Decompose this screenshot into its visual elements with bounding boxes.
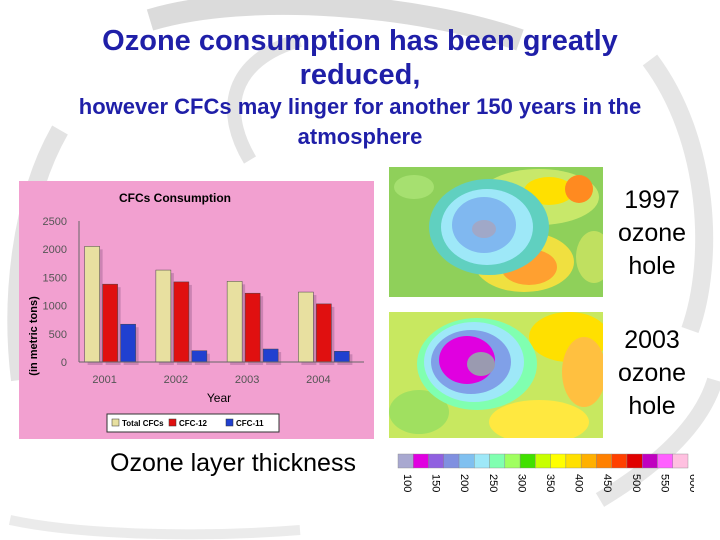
slide-title: Ozone consumption has been greatly reduc…	[102, 25, 618, 91]
legend-swatch	[111, 418, 120, 427]
scale-tick-label: 300	[515, 474, 527, 492]
legend-entry: CFC-12	[179, 419, 208, 428]
bar-cfc-12-2001	[102, 283, 118, 363]
scale-color-cell	[550, 453, 567, 469]
legend-entry: CFC-11	[236, 419, 264, 428]
scale-color-cell	[626, 453, 643, 469]
scale-tick-label: 500	[630, 474, 642, 492]
y-axis-label: (in metric tons)	[28, 296, 40, 376]
scale-color-cell	[458, 453, 475, 469]
chart-plot: 0 500 1000 1500 2000 2500 2001 2002 2003 2004	[43, 216, 364, 386]
ozone-map-1997	[389, 167, 603, 297]
ozone-map-2003	[389, 312, 603, 438]
scale-color-cell	[504, 453, 521, 469]
scale-color-cell	[397, 453, 414, 469]
scale-color-cell	[428, 453, 444, 469]
scale-tick-label: 600	[687, 474, 694, 492]
ozone-thickness-scale: 100 150 200 250 300 350 400 450 500 550 600	[397, 453, 694, 492]
bar-total-cfcs-2001	[84, 246, 100, 363]
x-tick-label: 2004	[306, 374, 330, 386]
x-axis-label: Year	[207, 391, 231, 405]
cfc-bar-chart: CFCs Consumption (in metric tons) Year 0…	[28, 191, 364, 433]
bar-cfc-11-2001	[120, 323, 136, 363]
x-tick-label: 2001	[92, 374, 116, 386]
bar-total-cfcs-2004	[298, 291, 314, 363]
legend-swatch	[225, 418, 234, 427]
legend-box	[106, 413, 280, 433]
map-label-1997: 1997 ozone hole	[617, 186, 687, 280]
y-tick-label: 0	[61, 357, 67, 369]
slide-subtitle: however CFCs may linger for another 150 …	[78, 94, 642, 149]
bar-total-cfcs-2003	[226, 281, 243, 363]
bar-cfc-11-2002	[191, 350, 208, 363]
y-tick-label: 1000	[43, 301, 67, 313]
scale-tick-label: 350	[544, 474, 556, 492]
y-tick-label: 500	[49, 329, 67, 341]
bar-total-cfcs-2002	[155, 269, 172, 363]
scale-color-cell	[611, 453, 628, 469]
y-tick-label: 1500	[43, 272, 67, 284]
scale-color-cell	[489, 453, 506, 469]
scale-color-cell	[413, 453, 429, 469]
scale-tick-label: 400	[573, 474, 585, 492]
map-label-2003: 2003 ozone hole	[617, 326, 687, 420]
scale-color-cell	[580, 453, 597, 469]
scale-color-cell	[565, 453, 582, 469]
scale-color-cell	[443, 453, 460, 469]
scale-color-cell	[474, 453, 490, 469]
x-tick-label: 2003	[235, 374, 259, 386]
scale-tick-label: 150	[430, 474, 442, 492]
bar-cfc-11-2003	[262, 348, 279, 363]
legend-swatch	[168, 418, 177, 427]
scale-tick-label: 550	[658, 474, 670, 492]
bar-cfc-12-2004	[316, 303, 332, 363]
y-tick-label: 2000	[43, 244, 67, 256]
chart-legend: Total CFCs CFC-12 CFC-11	[106, 413, 280, 433]
y-tick-label: 2500	[43, 216, 67, 228]
scale-color-cell	[535, 453, 551, 469]
legend-entry: Total CFCs	[122, 419, 164, 428]
bar-cfc-12-2002	[173, 281, 190, 363]
scale-tick-label: 200	[458, 474, 470, 492]
scale-title: Ozone layer thickness	[110, 449, 356, 477]
bar-cfc-12-2003	[244, 292, 261, 363]
scale-color-cell	[657, 453, 673, 469]
chart-title: CFCs Consumption	[119, 191, 231, 205]
scale-color-cell	[642, 453, 658, 469]
bar-cfc-11-2004	[334, 351, 350, 363]
scale-tick-label: 100	[401, 474, 413, 492]
scale-tick-label: 250	[487, 474, 499, 492]
scale-tick-label: 450	[601, 474, 613, 492]
cfc-chart-panel: CFCs Consumption (in metric tons) Year 0…	[19, 181, 374, 439]
scale-color-cell	[672, 453, 689, 469]
x-tick-label: 2002	[164, 374, 188, 386]
scale-color-cell	[519, 453, 536, 469]
scale-color-cell	[596, 453, 612, 469]
